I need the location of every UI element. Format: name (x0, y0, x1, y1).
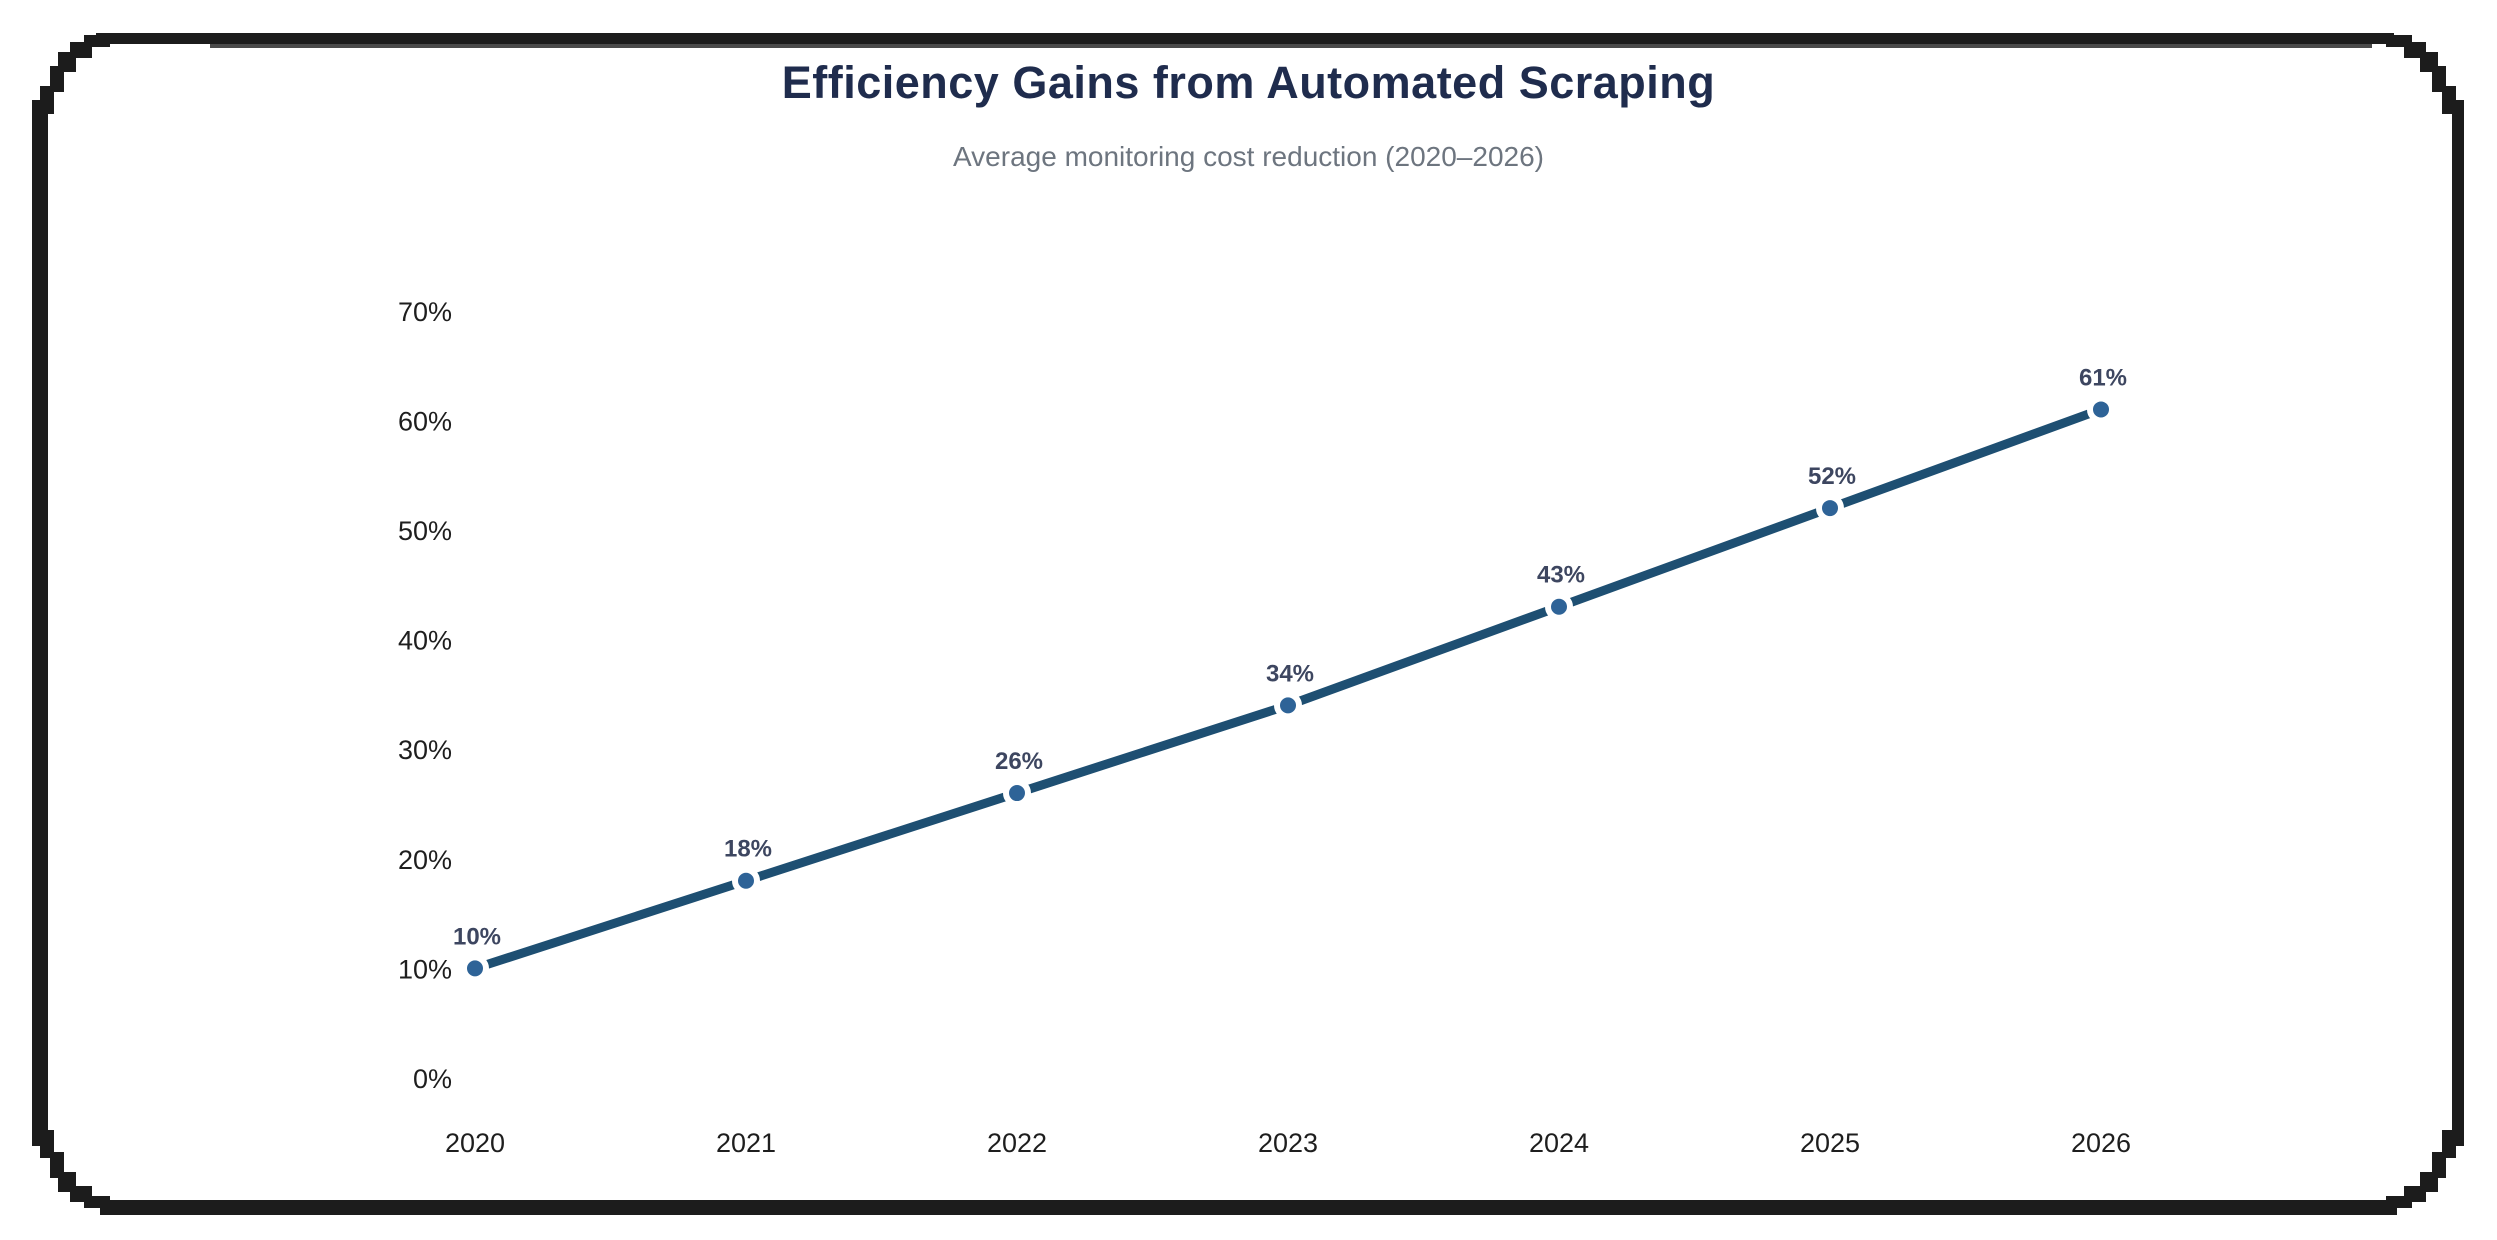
pixel-border-segment (2432, 1152, 2446, 1178)
x-axis-tick-label: 2021 (716, 1128, 776, 1158)
data-point-label-2024: 43% (1537, 562, 1585, 589)
pixel-border-segment (50, 1152, 64, 1178)
x-axis-tick-label: 2024 (1529, 1128, 1589, 1158)
y-axis-tick-label: 30% (398, 735, 452, 765)
data-point-label-2025: 52% (1808, 463, 1856, 490)
x-axis-tick-label: 2022 (987, 1128, 1047, 1158)
data-point-2025 (1816, 494, 1844, 523)
y-axis-tick-label: 40% (398, 626, 452, 656)
y-axis-tick-label: 20% (398, 845, 452, 875)
pixel-border-segment (2432, 66, 2446, 92)
x-axis-tick-label: 2020 (445, 1128, 505, 1158)
data-point-label-2026: 61% (2079, 364, 2127, 391)
pixel-border-segment (2452, 100, 2464, 1146)
pixel-border-segment (40, 1130, 54, 1158)
y-axis-tick-label: 70% (398, 297, 452, 327)
pixel-border-segment (40, 86, 54, 114)
pixel-border-segment (2442, 86, 2456, 114)
pixel-border-segment (84, 35, 110, 47)
data-point-label-2023: 34% (1266, 660, 1314, 687)
pixel-border-segment (100, 1200, 2397, 1215)
data-point-2022 (1003, 779, 1031, 808)
data-point-label-2021: 18% (724, 836, 772, 863)
x-axis-tick-label: 2025 (1800, 1128, 1860, 1158)
pixel-border-accent-line (210, 44, 2372, 48)
data-point-2021 (732, 866, 760, 895)
chart-subtitle: Average monitoring cost reduction (2020–… (953, 141, 1544, 172)
data-point-2023 (1274, 691, 1302, 720)
y-axis-tick-label: 0% (413, 1064, 452, 1094)
pixel-border-segment (84, 1196, 110, 1208)
pixel-border-segment (96, 33, 2394, 44)
data-point-label-2022: 26% (995, 748, 1043, 775)
pixel-border-segment (32, 100, 48, 1146)
chart-title: Efficiency Gains from Automated Scraping (781, 57, 1716, 108)
x-axis-tick-label: 2026 (2071, 1128, 2131, 1158)
trend-line (473, 405, 2103, 973)
y-axis-tick-label: 10% (398, 954, 452, 984)
x-axis-tick-label: 2023 (1258, 1128, 1318, 1158)
pixel-border-segment (2442, 1130, 2456, 1158)
y-axis-tick-label: 60% (398, 406, 452, 436)
pixel-border-segment (2386, 1196, 2412, 1208)
pixel-border-segment (2386, 35, 2412, 47)
pixel-border-segment (50, 66, 64, 92)
data-point-label-2020: 10% (453, 923, 501, 950)
y-axis-tick-label: 50% (398, 516, 452, 546)
data-point-2024 (1545, 592, 1573, 621)
data-point-2026 (2087, 395, 2115, 424)
data-point-2020 (461, 954, 489, 983)
